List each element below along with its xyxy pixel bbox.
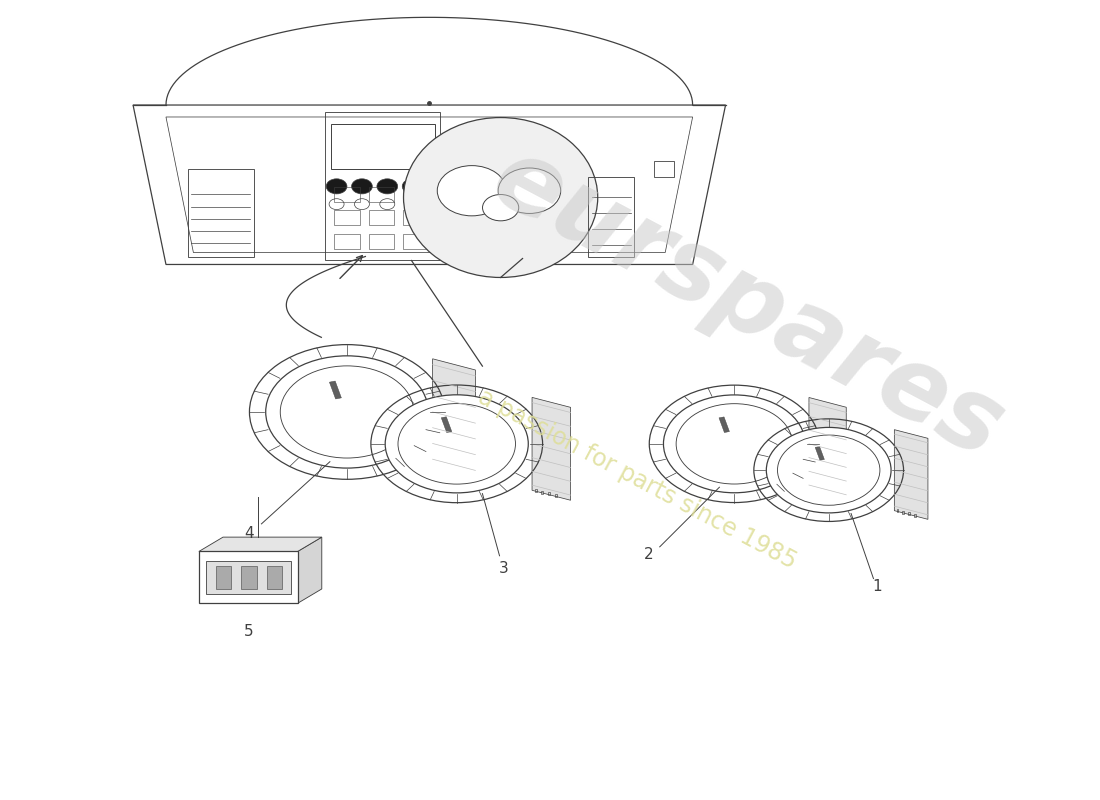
Bar (824, 492, 826, 495)
Circle shape (403, 179, 424, 194)
Bar (368, 234, 394, 249)
Circle shape (352, 179, 372, 194)
Circle shape (327, 179, 346, 194)
Bar (199, 551, 298, 603)
Bar (458, 470, 460, 473)
Bar (404, 234, 429, 249)
Bar (902, 511, 904, 514)
Bar (404, 210, 429, 225)
Bar (267, 566, 283, 589)
Ellipse shape (767, 427, 891, 513)
Bar (216, 566, 231, 589)
Bar (334, 186, 360, 202)
Bar (815, 446, 824, 460)
Bar (441, 417, 452, 433)
Polygon shape (432, 358, 475, 476)
Bar (830, 494, 833, 497)
Bar (554, 494, 557, 498)
Bar (436, 463, 438, 467)
Polygon shape (808, 398, 846, 500)
Polygon shape (532, 398, 571, 500)
Bar (329, 381, 341, 399)
Polygon shape (199, 537, 322, 551)
Text: 4: 4 (244, 526, 253, 541)
Bar (326, 112, 440, 261)
Bar (909, 512, 910, 515)
Bar (368, 186, 394, 202)
Bar (817, 490, 821, 494)
Text: 3: 3 (499, 561, 508, 576)
Circle shape (438, 166, 506, 216)
Bar (334, 234, 360, 249)
Bar (535, 489, 537, 492)
Bar (812, 489, 814, 492)
Polygon shape (298, 537, 322, 603)
Bar (541, 490, 543, 494)
Bar (368, 210, 394, 225)
Text: 2: 2 (644, 547, 653, 562)
Bar (896, 510, 899, 512)
Bar (188, 169, 253, 257)
Bar (331, 124, 434, 169)
Bar (404, 186, 429, 202)
Text: 1: 1 (872, 579, 882, 594)
Bar (719, 417, 729, 433)
Ellipse shape (404, 118, 597, 278)
Bar (242, 566, 256, 589)
Bar (548, 492, 550, 495)
Text: 5: 5 (243, 624, 253, 638)
Circle shape (483, 194, 519, 221)
Bar (450, 467, 453, 471)
Bar (654, 161, 674, 177)
Circle shape (377, 179, 398, 194)
Ellipse shape (266, 356, 428, 468)
Circle shape (498, 168, 561, 214)
Text: eurspares: eurspares (476, 129, 1020, 479)
Bar (443, 466, 446, 469)
Bar (914, 514, 916, 517)
Bar (206, 561, 290, 594)
Bar (588, 177, 634, 257)
Ellipse shape (663, 395, 805, 493)
Bar (334, 210, 360, 225)
Polygon shape (894, 430, 928, 519)
Text: a passion for parts since 1985: a passion for parts since 1985 (474, 386, 801, 574)
Ellipse shape (385, 395, 528, 493)
